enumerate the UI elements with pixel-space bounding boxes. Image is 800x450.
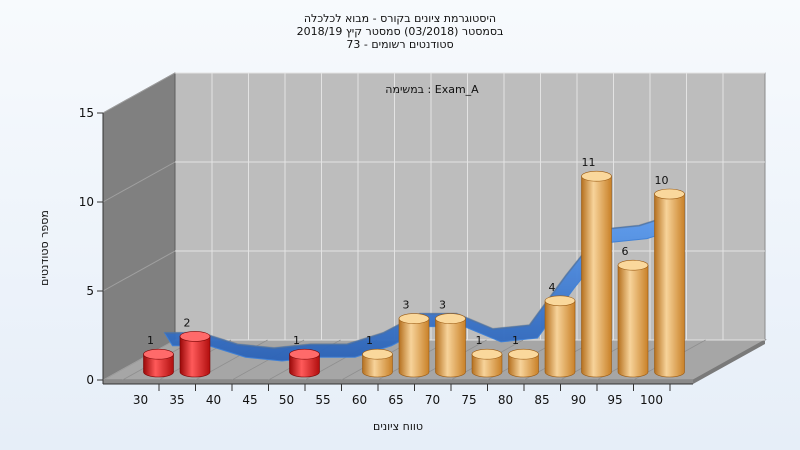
bar-35: 2 xyxy=(179,316,211,378)
bar-50: 1 xyxy=(289,334,320,378)
bar-cap-100 xyxy=(654,188,685,200)
chart-title-line-1: היסטוגרמת ציונים בקורס - מבוא לכלכלה xyxy=(303,12,497,25)
chart-annotation: במשימה : Exam_A xyxy=(385,83,479,96)
bar-90: 11 xyxy=(581,156,612,378)
bar-cap-30 xyxy=(143,348,174,360)
bar-85: 4 xyxy=(544,281,576,378)
bar-body-70 xyxy=(435,318,466,378)
bar-body-50 xyxy=(289,353,320,378)
bar-70: 3 xyxy=(435,299,466,378)
y-axis-title: מספר סטודנטים xyxy=(38,210,51,286)
x-tick-label-35: 35 xyxy=(169,393,184,407)
bar-cap-75 xyxy=(471,348,503,360)
x-tick-label-55: 55 xyxy=(315,393,330,407)
bar-body-35 xyxy=(179,336,211,378)
x-axis-title: טווח ציונים xyxy=(373,420,423,433)
left-wall xyxy=(102,72,176,381)
x-tick-label-65: 65 xyxy=(388,393,403,407)
x-tick-label-80: 80 xyxy=(498,393,513,407)
bar-body-65 xyxy=(398,318,430,378)
chart-title-line-2: בסמסטר (03/2018) סמסטר קיץ 2018/19 xyxy=(296,25,504,38)
bar-label-100: 10 xyxy=(655,174,669,187)
x-tick-label-75: 75 xyxy=(461,393,476,407)
bar-label-60: 1 xyxy=(366,334,373,347)
bar-30: 1 xyxy=(143,334,174,378)
x-tick-label-40: 40 xyxy=(206,393,221,407)
bar-cap-90 xyxy=(581,170,612,182)
bar-label-30: 1 xyxy=(147,334,154,347)
x-tick-label-30: 30 xyxy=(133,393,148,407)
bar-label-65: 3 xyxy=(403,299,410,312)
bar-cap-85 xyxy=(544,295,576,307)
gridline-side-10 xyxy=(102,161,176,203)
bar-cap-35 xyxy=(179,331,211,342)
bar-body-100 xyxy=(654,193,685,378)
bar-cap-70 xyxy=(435,313,466,324)
bar-75: 1 xyxy=(471,334,503,378)
y-tick-label-10: 10 xyxy=(79,195,94,209)
axes-group: 0 5 10 15 30 35 40 45 50 55 60 65 70 75 80 85 90 95 100 xyxy=(79,106,693,407)
bar-cap-65 xyxy=(398,313,430,324)
bar-label-90: 11 xyxy=(582,156,596,169)
gridline-side-15 xyxy=(102,72,176,114)
bar-60: 1 xyxy=(362,334,393,378)
bar-80: 1 xyxy=(508,334,539,378)
x-tick-label-95: 95 xyxy=(607,393,622,407)
y-tick-label-5: 5 xyxy=(86,284,94,298)
bar-cap-95 xyxy=(617,259,649,271)
chart-title-line-3: סטודנטים רשומים - 73 xyxy=(346,38,454,51)
bar-100: 10 xyxy=(654,174,685,378)
bar-body-30 xyxy=(143,353,174,378)
y-tick-label-15: 15 xyxy=(79,106,94,120)
bar-label-70: 3 xyxy=(439,299,446,312)
bar-label-75: 1 xyxy=(476,334,483,347)
bar-65: 3 xyxy=(398,299,430,378)
bar-95: 6 xyxy=(617,245,649,378)
x-tick-label-60: 60 xyxy=(352,393,367,407)
y-tick-label-0: 0 xyxy=(86,373,94,387)
gridline-side-0 xyxy=(102,339,176,381)
bar-body-90 xyxy=(581,175,612,378)
bar-label-95: 6 xyxy=(622,245,629,258)
bar-body-85 xyxy=(544,300,576,378)
bar-body-75 xyxy=(471,353,503,378)
bar-label-85: 4 xyxy=(549,281,556,294)
bar-cap-50 xyxy=(289,348,320,360)
bar-cap-80 xyxy=(508,348,539,360)
bar-label-50: 1 xyxy=(293,334,300,347)
x-tick-label-50: 50 xyxy=(279,393,294,407)
bar-label-35: 2 xyxy=(184,316,191,329)
x-tick-label-45: 45 xyxy=(242,393,257,407)
x-tick-label-85: 85 xyxy=(534,393,549,407)
x-tick-label-70: 70 xyxy=(425,393,440,407)
floor-front-edge xyxy=(103,380,693,384)
x-tick-label-100: 100 xyxy=(640,393,663,407)
bar-body-60 xyxy=(362,353,393,378)
bar-label-80: 1 xyxy=(512,334,519,347)
bar-body-80 xyxy=(508,353,539,378)
gridline-side-5 xyxy=(102,250,176,292)
bar-body-95 xyxy=(617,264,649,378)
bar-cap-60 xyxy=(362,348,393,360)
x-tick-label-90: 90 xyxy=(571,393,586,407)
right-edge xyxy=(693,340,765,384)
